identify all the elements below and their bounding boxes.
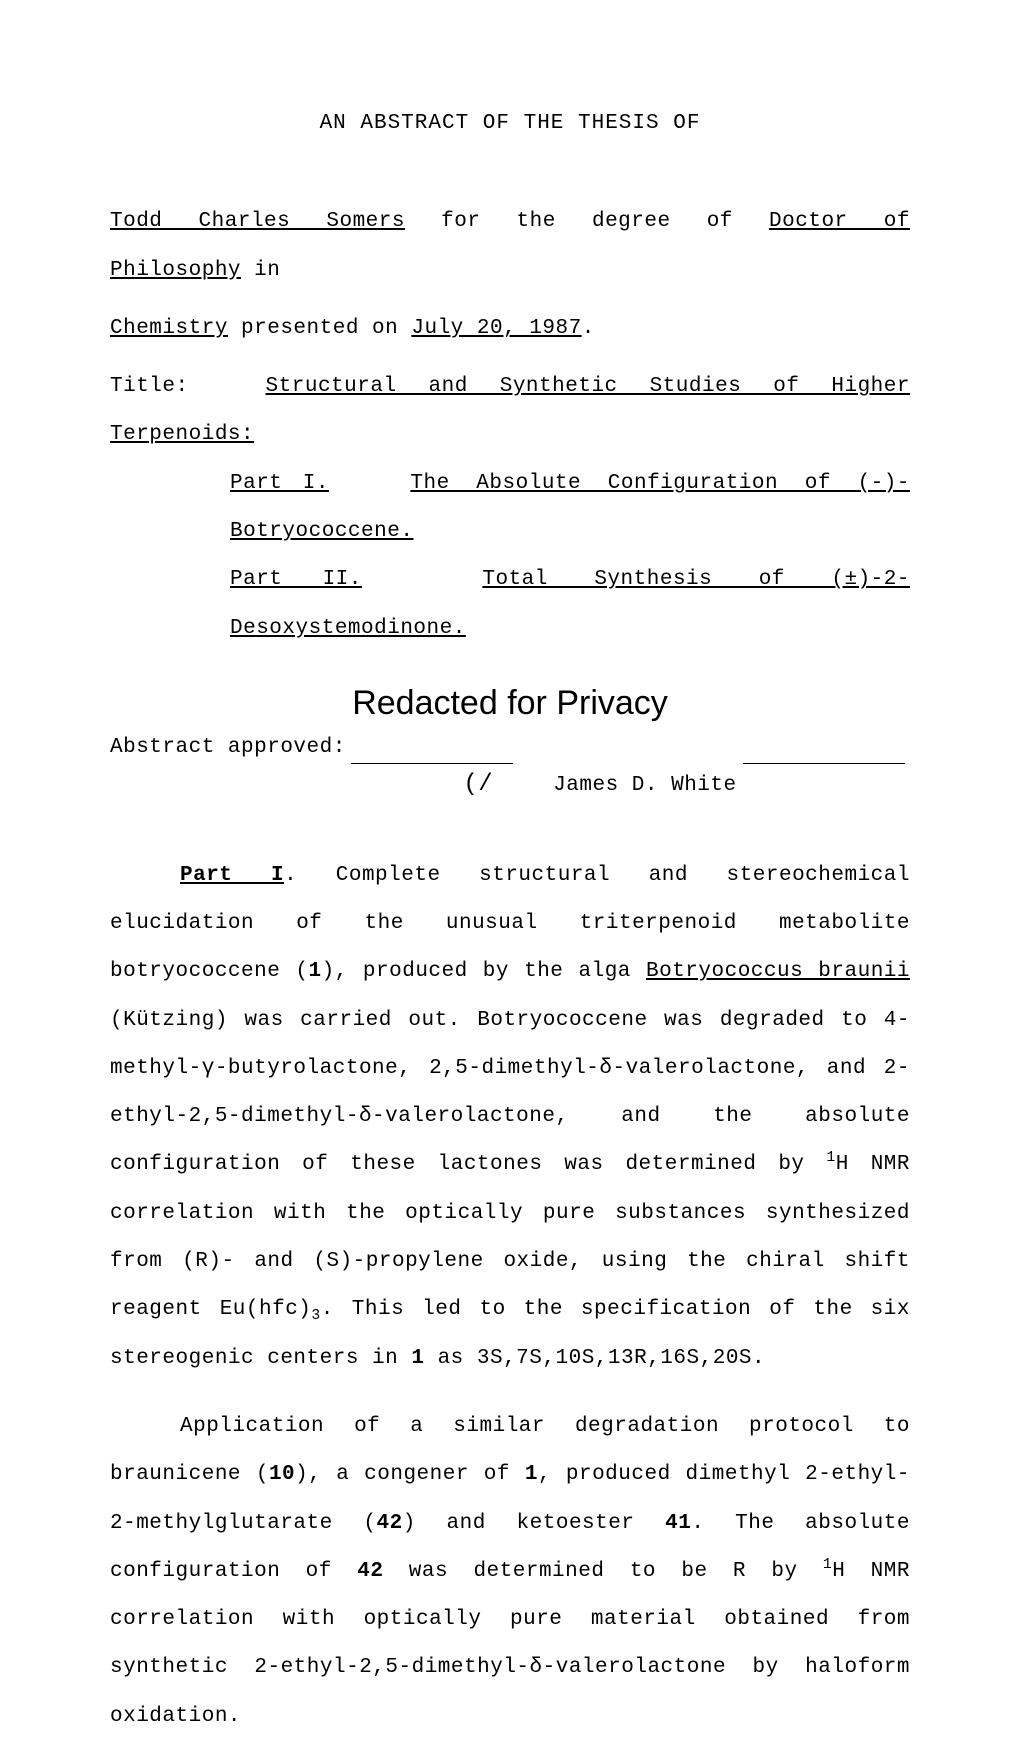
title-line-1: Title: Structural and Synthetic Studies … — [110, 363, 910, 460]
para1-text-c: ), produced by the alga — [322, 960, 646, 983]
signature-hook: (/ — [383, 768, 553, 802]
part2-label: Part II. — [230, 568, 362, 591]
superscript-1a: 1 — [826, 1150, 835, 1166]
compound-41: 41 — [665, 1512, 691, 1535]
para2-text-g: ) and ketoester — [403, 1512, 665, 1535]
compound-42a: 42 — [377, 1512, 403, 1535]
approved-label: Abstract approved: — [110, 724, 346, 772]
abstract-paragraph-1: Part I. Complete structural and stereoch… — [110, 852, 910, 1383]
compound-1b: 1 — [411, 1347, 424, 1370]
approval-line: Abstract approved: — [110, 724, 910, 772]
abstract-heading: AN ABSTRACT OF THE THESIS OF — [110, 100, 910, 148]
title-line-2: Part I. The Absolute Configuration of (-… — [110, 460, 910, 557]
period: . — [582, 317, 595, 340]
dept-date-line: Chemistry presented on July 20, 1987. — [110, 305, 910, 353]
title-label: Title: — [110, 375, 189, 398]
part1-text: The Absolute Configuration of (-)-Botryo… — [230, 472, 910, 543]
para1-text-d: (Kützing) was carried out. Botryo­coccen… — [110, 1009, 910, 1177]
degree-connector: for the degree of — [405, 210, 769, 233]
signature-block: Redacted for Privacy Abstract approved: … — [110, 683, 910, 802]
para2-text-c: ), a congener of — [295, 1463, 525, 1486]
alga-name: Botryococcus braunii — [646, 960, 910, 983]
abstract-paragraph-2: Application of a similar degradation pro… — [110, 1403, 910, 1741]
subscript-3: 3 — [311, 1309, 320, 1325]
signature-rule-left — [351, 763, 513, 764]
signature-rule-right — [743, 763, 905, 764]
title-main: Structural and Synthetic Studies of High… — [110, 375, 910, 446]
superscript-1b: 1 — [823, 1557, 832, 1573]
department: Chemistry — [110, 317, 228, 340]
redacted-notice: Redacted for Privacy — [110, 683, 910, 724]
compound-1a: 1 — [309, 960, 322, 983]
compound-42b: 42 — [357, 1560, 383, 1583]
para2-text-k: was deter­mined to be R by — [383, 1560, 822, 1583]
compound-10: 10 — [269, 1463, 295, 1486]
para1-text-e: H NMR correlation with the optically pur… — [110, 1153, 910, 1321]
title-line-3: Part II. Total Synthesis of (±)-2-Desoxy… — [110, 556, 910, 653]
advisor-line: (/James D. White — [110, 768, 910, 802]
author-name: Todd Charles Somers — [110, 210, 405, 233]
part1-header: Part I — [180, 864, 284, 887]
para2-text-l: H NMR correlation with optically pure ma… — [110, 1560, 910, 1728]
presentation-date: July 20, 1987 — [411, 317, 581, 340]
compound-1c: 1 — [525, 1463, 538, 1486]
presented-label: presented on — [228, 317, 411, 340]
part1-label: Part I. — [230, 472, 329, 495]
para1-text-h: as 3S,7S,10S,13R,16S,20S. — [424, 1347, 765, 1370]
degree-in: in — [241, 259, 280, 282]
author-degree-line: Todd Charles Somers for the degree of Do… — [110, 198, 910, 295]
advisor-name: James D. White — [553, 774, 736, 797]
